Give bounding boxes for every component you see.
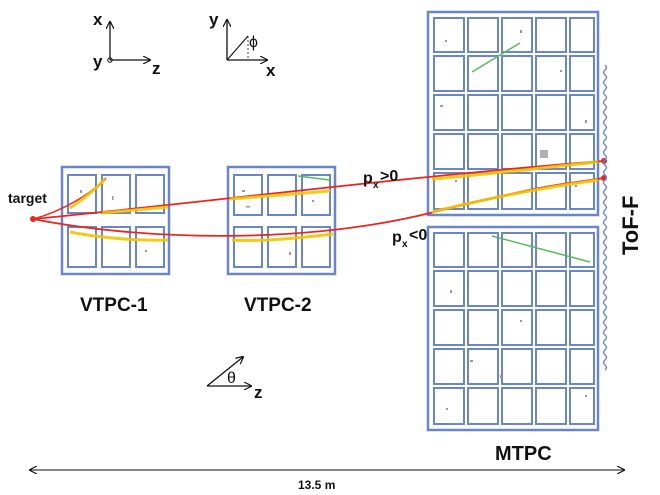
coord-system-theta: θ z bbox=[206, 357, 263, 402]
target-label: target bbox=[8, 190, 47, 206]
scale-label: 13.5 m bbox=[298, 478, 335, 492]
vtpc2-label: VTPC-2 bbox=[244, 295, 312, 316]
target-point bbox=[30, 216, 36, 222]
mtpc-lower bbox=[426, 225, 600, 432]
px-negative-label: p x <0 bbox=[392, 227, 427, 250]
svg-text:p: p bbox=[363, 170, 373, 187]
axis-x-label: x bbox=[93, 10, 103, 29]
axis-z3-label: z bbox=[254, 383, 263, 402]
mtpc-upper bbox=[426, 10, 600, 217]
scale-bar: 13.5 m bbox=[30, 470, 624, 492]
particle-tracks bbox=[30, 158, 607, 243]
vtpc1-label: VTPC-1 bbox=[80, 295, 148, 316]
axis-z-label: z bbox=[152, 59, 161, 78]
vtpc2-detector bbox=[226, 165, 337, 276]
phi-label: ϕ bbox=[249, 34, 258, 51]
vtpc1-detector bbox=[60, 165, 171, 276]
coord-system-phi: y x ϕ bbox=[209, 10, 276, 80]
svg-text:x: x bbox=[373, 180, 379, 191]
tof-wall bbox=[602, 64, 608, 371]
mtpc-label: MTPC bbox=[495, 443, 552, 465]
track-px-positive bbox=[32, 160, 605, 220]
tof-label: ToF-F bbox=[618, 196, 643, 255]
axis-y-label: y bbox=[93, 52, 103, 71]
svg-text:>0: >0 bbox=[380, 168, 398, 185]
noise-hits bbox=[80, 30, 587, 410]
svg-text:p: p bbox=[392, 229, 402, 246]
axis-x2-label: x bbox=[266, 61, 276, 80]
theta-label: θ bbox=[227, 370, 236, 387]
svg-text:<0: <0 bbox=[409, 227, 427, 244]
svg-text:x: x bbox=[402, 239, 408, 250]
axis-y2-label: y bbox=[209, 10, 219, 29]
secondary-tracks bbox=[297, 42, 591, 263]
coord-system-xyz: x y z bbox=[93, 10, 161, 78]
px-positive-label: p x >0 bbox=[363, 168, 398, 191]
